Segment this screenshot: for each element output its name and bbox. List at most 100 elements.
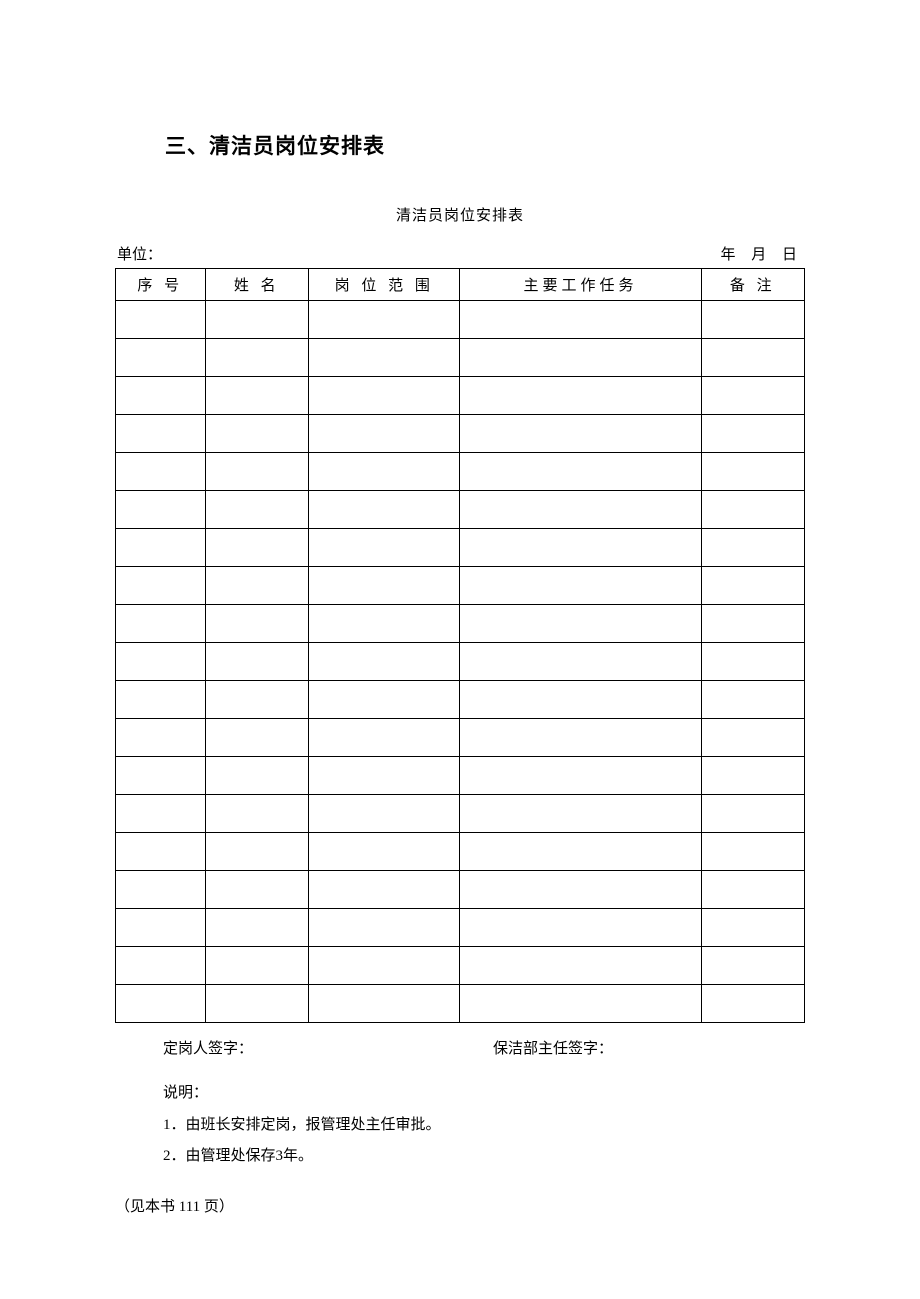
col-header-scope: 岗 位 范 围 bbox=[308, 269, 460, 301]
table-cell bbox=[205, 757, 308, 795]
page-reference: （见本书 111 页） bbox=[115, 1195, 805, 1216]
table-row bbox=[116, 871, 805, 909]
table-cell bbox=[460, 491, 701, 529]
table-cell bbox=[116, 985, 206, 1023]
table-cell bbox=[116, 377, 206, 415]
col-header-task: 主要工作任务 bbox=[460, 269, 701, 301]
table-title: 清洁员岗位安排表 bbox=[115, 204, 805, 225]
table-cell bbox=[116, 757, 206, 795]
table-row bbox=[116, 605, 805, 643]
table-cell bbox=[460, 909, 701, 947]
table-cell bbox=[205, 301, 308, 339]
table-cell bbox=[308, 947, 460, 985]
table-row bbox=[116, 453, 805, 491]
table-cell bbox=[701, 605, 804, 643]
table-cell bbox=[205, 491, 308, 529]
table-cell bbox=[308, 719, 460, 757]
table-cell bbox=[205, 909, 308, 947]
table-cell bbox=[460, 415, 701, 453]
table-cell bbox=[460, 795, 701, 833]
table-cell bbox=[308, 605, 460, 643]
table-cell bbox=[116, 795, 206, 833]
col-header-seq: 序 号 bbox=[116, 269, 206, 301]
table-cell bbox=[205, 605, 308, 643]
table-cell bbox=[308, 529, 460, 567]
unit-label: 单位： bbox=[117, 243, 162, 264]
table-cell bbox=[460, 605, 701, 643]
table-row bbox=[116, 301, 805, 339]
table-cell bbox=[116, 415, 206, 453]
table-cell bbox=[701, 833, 804, 871]
schedule-table: 序 号 姓 名 岗 位 范 围 主要工作任务 备 注 bbox=[115, 268, 805, 1023]
table-cell bbox=[116, 301, 206, 339]
signature-row: 定岗人签字： 保洁部主任签字： bbox=[115, 1037, 805, 1058]
col-header-name: 姓 名 bbox=[205, 269, 308, 301]
table-cell bbox=[460, 985, 701, 1023]
date-label: 年 月 日 bbox=[720, 243, 803, 264]
table-row bbox=[116, 909, 805, 947]
table-cell bbox=[308, 985, 460, 1023]
table-cell bbox=[701, 985, 804, 1023]
table-cell bbox=[460, 339, 701, 377]
table-row bbox=[116, 643, 805, 681]
table-body bbox=[116, 301, 805, 1023]
section-title: 三、清洁员岗位安排表 bbox=[165, 130, 805, 160]
table-cell bbox=[460, 719, 701, 757]
table-cell bbox=[116, 529, 206, 567]
meta-row: 单位： 年 月 日 bbox=[115, 243, 805, 264]
table-cell bbox=[205, 377, 308, 415]
table-row bbox=[116, 985, 805, 1023]
table-cell bbox=[308, 833, 460, 871]
table-row bbox=[116, 757, 805, 795]
table-cell bbox=[205, 681, 308, 719]
table-cell bbox=[701, 491, 804, 529]
notes-item: 2．由管理处保存3年。 bbox=[163, 1141, 805, 1173]
table-cell bbox=[460, 947, 701, 985]
table-cell bbox=[308, 415, 460, 453]
table-cell bbox=[116, 491, 206, 529]
table-header-row: 序 号 姓 名 岗 位 范 围 主要工作任务 备 注 bbox=[116, 269, 805, 301]
table-cell bbox=[460, 567, 701, 605]
table-cell bbox=[116, 871, 206, 909]
table-cell bbox=[701, 377, 804, 415]
table-row bbox=[116, 567, 805, 605]
table-row bbox=[116, 681, 805, 719]
notes-item: 1．由班长安排定岗，报管理处主任审批。 bbox=[163, 1110, 805, 1142]
table-cell bbox=[116, 567, 206, 605]
table-cell bbox=[701, 567, 804, 605]
signature-director: 保洁部主任签字： bbox=[493, 1037, 613, 1058]
table-cell bbox=[205, 795, 308, 833]
notes-heading: 说明： bbox=[163, 1078, 805, 1110]
table-cell bbox=[308, 643, 460, 681]
table-cell bbox=[460, 377, 701, 415]
signature-assigner: 定岗人签字： bbox=[163, 1037, 493, 1058]
table-row bbox=[116, 491, 805, 529]
table-cell bbox=[205, 567, 308, 605]
table-cell bbox=[701, 415, 804, 453]
table-cell bbox=[701, 643, 804, 681]
table-row bbox=[116, 833, 805, 871]
table-cell bbox=[205, 529, 308, 567]
table-cell bbox=[308, 795, 460, 833]
table-row bbox=[116, 339, 805, 377]
table-cell bbox=[308, 301, 460, 339]
table-cell bbox=[205, 871, 308, 909]
table-cell bbox=[701, 795, 804, 833]
table-cell bbox=[460, 871, 701, 909]
table-cell bbox=[205, 985, 308, 1023]
table-cell bbox=[205, 643, 308, 681]
table-row bbox=[116, 529, 805, 567]
table-cell bbox=[116, 719, 206, 757]
table-cell bbox=[205, 453, 308, 491]
table-row bbox=[116, 377, 805, 415]
table-cell bbox=[205, 339, 308, 377]
table-cell bbox=[308, 757, 460, 795]
table-cell bbox=[116, 339, 206, 377]
table-cell bbox=[116, 605, 206, 643]
table-cell bbox=[701, 681, 804, 719]
table-cell bbox=[308, 491, 460, 529]
table-cell bbox=[308, 339, 460, 377]
table-cell bbox=[701, 719, 804, 757]
table-cell bbox=[205, 947, 308, 985]
col-header-note: 备 注 bbox=[701, 269, 804, 301]
